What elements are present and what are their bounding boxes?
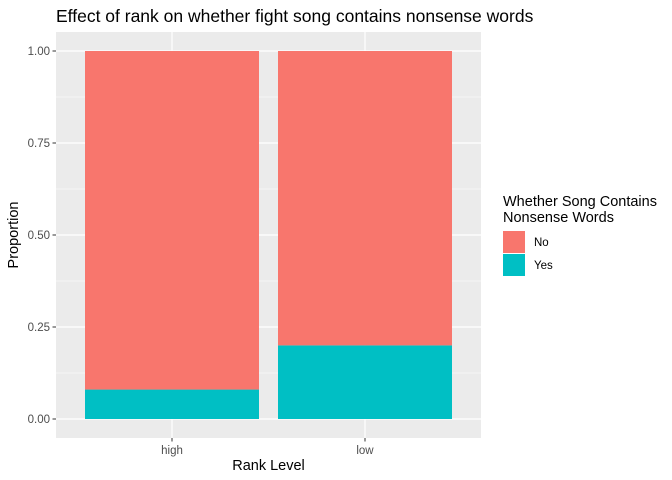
legend-title-line-1: Whether Song Contains: [503, 194, 657, 210]
y-tick-label: 0.00: [28, 414, 50, 426]
y-tick-label: 1.00: [28, 46, 50, 58]
x-axis-title: Rank Level: [232, 458, 305, 474]
legend-label-yes: Yes: [534, 260, 553, 272]
chart-title: Effect of rank on whether fight song con…: [56, 6, 534, 26]
x-tick-label: high: [161, 445, 183, 457]
legend: Whether Song Contains Nonsense Words No Y…: [503, 194, 657, 276]
bar-low-yes: [278, 345, 452, 419]
bar-high-no: [85, 51, 259, 390]
y-axis: 0.00 0.25 0.50 0.75 1.00: [28, 46, 56, 426]
x-axis: high low: [161, 438, 374, 457]
legend-title-line-2: Nonsense Words: [503, 210, 614, 226]
legend-entries: No Yes: [503, 231, 553, 276]
x-tick-label: low: [356, 445, 374, 457]
y-tick-label: 0.25: [28, 322, 50, 334]
y-tick-label: 0.50: [28, 230, 50, 242]
legend-swatch-yes: [503, 254, 525, 276]
bar-low-no: [278, 51, 452, 346]
legend-label-no: No: [534, 237, 549, 249]
legend-swatch-no: [503, 231, 525, 253]
bar-high-yes: [85, 389, 259, 419]
bars: [85, 51, 452, 419]
y-tick-label: 0.75: [28, 138, 50, 150]
y-axis-title: Proportion: [6, 202, 22, 269]
